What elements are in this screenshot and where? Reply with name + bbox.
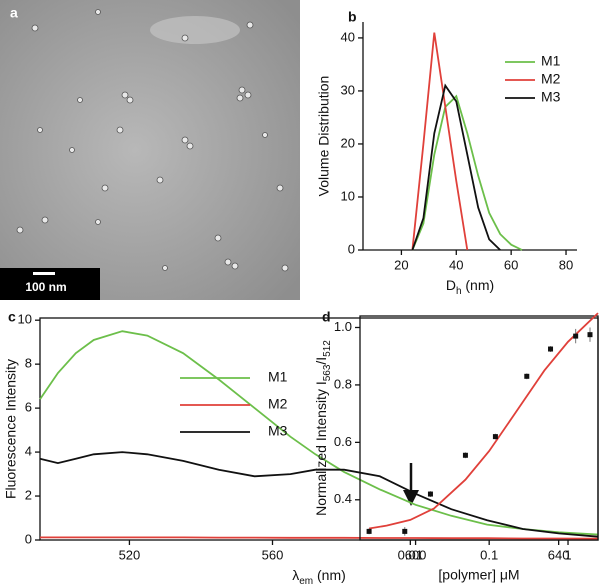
series-line [40, 536, 599, 540]
x-axis-label-part: D [446, 277, 456, 293]
scale-bar [33, 272, 55, 275]
fit-line [368, 312, 599, 530]
data-point [573, 333, 579, 339]
legend-label: M3 [541, 89, 561, 105]
y-tick-label: 20 [341, 135, 355, 150]
y-tick-label: 0.4 [334, 491, 352, 506]
legend-label: M3 [268, 423, 288, 439]
x-tick-label: 520 [119, 547, 141, 562]
series-line [39, 451, 599, 538]
legend-label: M2 [268, 396, 288, 412]
data-point [427, 491, 433, 497]
data-point [366, 528, 372, 534]
x-tick-label: 1 [564, 547, 571, 562]
x-tick-label: 60 [504, 257, 518, 272]
y-tick-label: 2 [25, 487, 32, 502]
y-axis-label: Normalized Intensity I563/I512 [313, 340, 333, 516]
y-axis-label-part: Normalized Intensity I [313, 381, 329, 516]
series-line [39, 330, 599, 536]
data-point [402, 528, 408, 534]
x-tick-label: 20 [394, 257, 408, 272]
y-tick-label: 40 [341, 29, 355, 44]
x-axis-label-part: (nm) [462, 277, 495, 293]
y-tick-label: 1.0 [334, 319, 352, 334]
y-tick-label: 10 [18, 312, 32, 327]
x-axis-label: λem (nm) [292, 567, 346, 587]
y-tick-label: 6 [25, 400, 32, 415]
x-axis-label-part: h [456, 286, 462, 297]
panel-label: d [322, 309, 331, 325]
series-line [411, 83, 501, 251]
data-point [587, 332, 593, 338]
y-axis-label-part: 563 [322, 364, 333, 381]
series-line [411, 32, 469, 251]
y-axis-label-part: /I [313, 357, 329, 365]
x-tick-label: 600 [405, 547, 427, 562]
bright-area [150, 16, 240, 44]
y-tick-label: 0 [25, 531, 32, 546]
y-tick-label: 0.6 [334, 434, 352, 449]
x-tick-label: 0.1 [480, 547, 498, 562]
tem-image: 100 nm a [0, 0, 300, 300]
x-axis-label: Dh (nm) [446, 277, 494, 297]
legend-label: M1 [268, 369, 288, 385]
scale-bar-label: 100 nm [25, 280, 66, 294]
x-tick-label: 560 [262, 547, 284, 562]
micrograph [0, 0, 300, 300]
y-tick-label: 30 [341, 82, 355, 97]
data-point [492, 434, 498, 440]
y-tick-label: 10 [341, 188, 355, 203]
panel-label: b [348, 9, 357, 25]
y-tick-label: 4 [25, 444, 32, 459]
x-tick-label: 640 [548, 547, 570, 562]
panel-label: c [8, 309, 16, 325]
x-axis-label-part: (nm) [313, 567, 346, 583]
x-axis-label-part: λ [292, 567, 299, 583]
y-axis-label: Fluorescence Intensity [3, 359, 19, 499]
y-tick-label: 0 [348, 241, 355, 256]
plot-frame [359, 315, 599, 541]
x-tick-label: 80 [559, 257, 573, 272]
x-axis-label: [polymer] μM [438, 567, 519, 583]
series-line [411, 94, 523, 251]
legend-label: M2 [541, 71, 561, 87]
y-axis-label-part: 512 [322, 340, 333, 357]
data-point [524, 373, 530, 379]
particles [16, 9, 289, 272]
panel-label: a [10, 5, 18, 21]
y-tick-label: 0.8 [334, 376, 352, 391]
x-axis-label-part: em [299, 576, 313, 587]
y-tick-label: 8 [25, 356, 32, 371]
y-axis-label: Volume Distribution [316, 76, 332, 197]
x-tick-label: 40 [449, 257, 463, 272]
legend-label: M1 [541, 53, 561, 69]
data-point [548, 346, 554, 352]
data-point [462, 452, 468, 458]
x-tick-label: 0.01 [398, 547, 423, 562]
